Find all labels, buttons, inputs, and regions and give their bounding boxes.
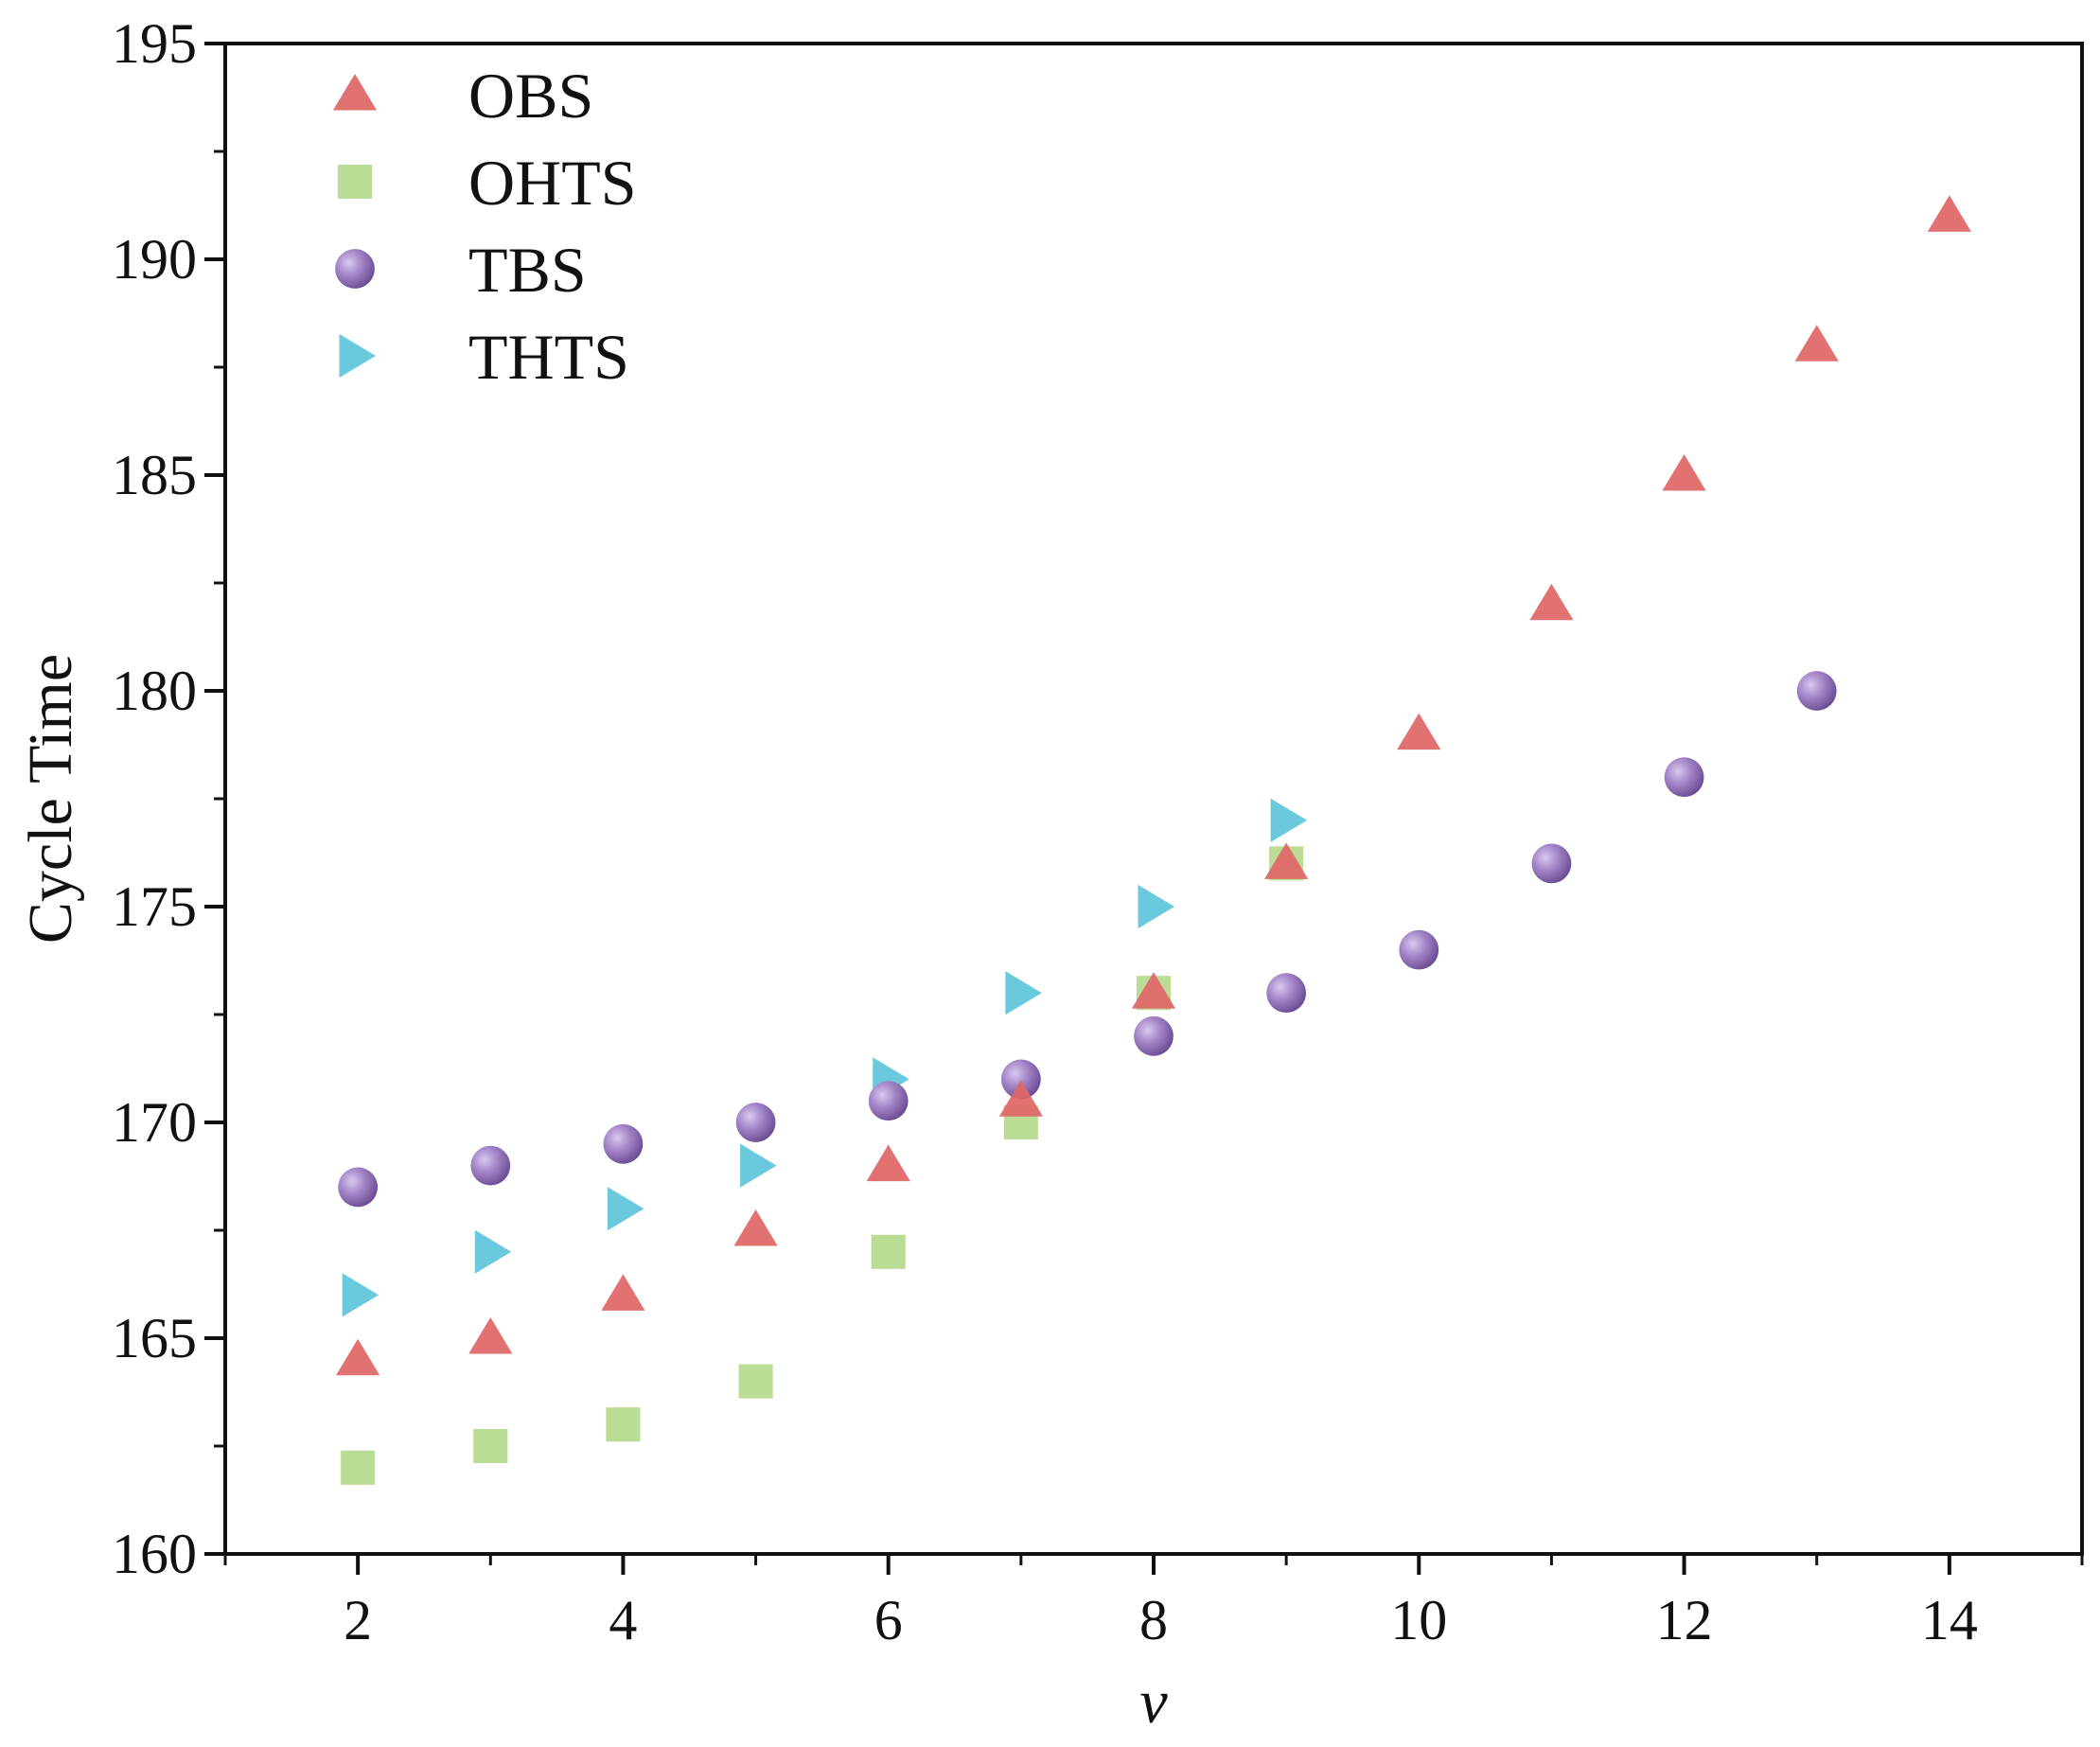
- obs-point: [1529, 583, 1574, 621]
- thts-point: [1005, 971, 1042, 1015]
- obs-point: [1131, 972, 1176, 1009]
- thts-point: [1270, 798, 1308, 842]
- tbs-point: [1664, 757, 1704, 798]
- tbs-point: [1531, 843, 1572, 884]
- y-tick-label: 165: [112, 1307, 197, 1369]
- y-tick-label: 175: [112, 875, 197, 938]
- tbs-point: [735, 1103, 776, 1142]
- obs-point: [1264, 842, 1309, 879]
- obs-point: [866, 1144, 910, 1182]
- y-tick-label: 160: [112, 1523, 197, 1585]
- legend-label-tbs: TBS: [468, 234, 587, 306]
- y-tick-label: 180: [112, 660, 197, 722]
- obs-point: [1927, 195, 1971, 232]
- tbs-point: [338, 1167, 379, 1208]
- x-tick-label: 8: [1139, 1589, 1168, 1651]
- legend-marker-tbs: [335, 249, 375, 289]
- tbs-point: [470, 1145, 511, 1186]
- ohts-point: [738, 1364, 773, 1399]
- x-tick-label: 2: [344, 1589, 372, 1651]
- thts-point: [342, 1273, 379, 1317]
- y-tick-label: 170: [112, 1091, 197, 1154]
- tbs-point: [1796, 671, 1837, 711]
- tbs-point: [1399, 929, 1439, 970]
- tbs-point: [868, 1081, 909, 1121]
- legend-label-thts: THTS: [468, 321, 629, 393]
- tbs-point: [1134, 1015, 1174, 1056]
- thts-point: [1138, 884, 1174, 929]
- obs-point: [998, 1080, 1043, 1117]
- legend-marker-ohts: [337, 164, 373, 200]
- obs-point: [468, 1317, 513, 1354]
- tbs-point: [1000, 1059, 1041, 1100]
- obs-point: [336, 1338, 380, 1376]
- thts-point: [607, 1187, 644, 1231]
- obs-point: [733, 1209, 778, 1246]
- ohts-point: [871, 1234, 906, 1269]
- x-tick-label: 12: [1656, 1589, 1713, 1651]
- y-tick-label: 185: [112, 444, 197, 506]
- thts-point: [474, 1229, 512, 1274]
- thts-point: [740, 1143, 777, 1188]
- obs-point: [1794, 325, 1839, 362]
- legend-label-obs: OBS: [468, 60, 593, 132]
- ohts-point: [606, 1407, 641, 1442]
- tbs-point: [603, 1123, 644, 1164]
- x-tick-label: 4: [609, 1589, 637, 1651]
- obs-point: [1397, 713, 1441, 750]
- tbs-point: [1266, 973, 1307, 1014]
- x-tick-label: 10: [1390, 1589, 1447, 1651]
- ohts-point: [473, 1428, 508, 1464]
- obs-point: [601, 1274, 645, 1311]
- obs-point: [1662, 454, 1706, 491]
- y-axis-title: Cycle Time: [16, 654, 85, 944]
- ohts-point: [341, 1450, 376, 1485]
- x-tick-label: 6: [874, 1589, 903, 1651]
- legend-label-ohts: OHTS: [468, 147, 637, 219]
- y-tick-label: 195: [112, 12, 197, 75]
- y-tick-label: 190: [112, 228, 197, 291]
- legend-marker-obs: [332, 74, 378, 111]
- x-tick-label: 14: [1921, 1589, 1978, 1651]
- legend-marker-thts: [339, 333, 376, 379]
- x-axis-title: v: [1139, 1668, 1168, 1737]
